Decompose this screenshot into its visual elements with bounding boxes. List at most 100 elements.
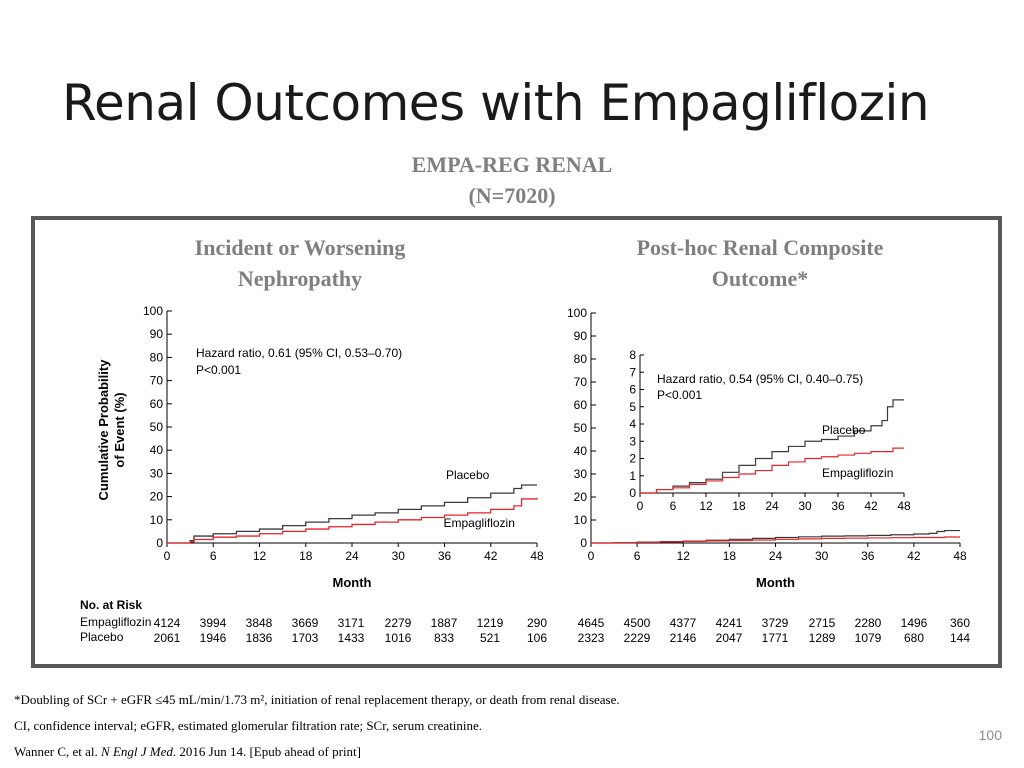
risk-cell-right-placebo: 680 [903, 631, 925, 645]
left-x-tick-label: 12 [253, 549, 267, 563]
right-series-empagliflozin [591, 536, 960, 544]
risk-cell-left-empagliflozin: 3994 [199, 616, 227, 630]
inset-y-tick-label: 5 [629, 400, 636, 414]
right-y-tick-label: 60 [574, 398, 588, 412]
study-size: (N=7020) [468, 183, 556, 208]
right-y-tick-label: 100 [567, 306, 587, 320]
inset-y-tick-label: 0 [629, 486, 636, 500]
risk-cell-left-empagliflozin: 2279 [384, 616, 412, 630]
left-legend-placebo: Placebo [446, 468, 490, 482]
risk-cell-left-placebo: 1433 [337, 631, 365, 645]
right-x-tick-label: 48 [953, 549, 967, 563]
inset-y-tick-label: 7 [629, 365, 636, 379]
right-x-tick-label: 42 [907, 549, 921, 563]
left-y-tick-label: 50 [150, 420, 164, 434]
left-x-axis-label: Month [333, 575, 372, 590]
risk-cell-right-placebo: 1289 [808, 631, 836, 645]
right-x-tick-label: 0 [588, 549, 595, 563]
right-x-tick-label: 30 [815, 549, 829, 563]
risk-cell-left-placebo: 2061 [153, 631, 181, 645]
left-x-tick-label: 30 [392, 549, 406, 563]
right-legend-empagliflozin: Empagliflozin [822, 466, 893, 480]
inset-x-tick-label: 36 [831, 499, 845, 513]
slide-title: Renal Outcomes with Empagliflozin [62, 74, 930, 132]
left-y-tick-label: 10 [150, 513, 164, 527]
inset-y-tick-label: 8 [629, 348, 636, 362]
inset-y-tick-label: 4 [629, 417, 636, 431]
right-y-tick-label: 70 [574, 375, 588, 389]
left-y-tick-label: 70 [150, 374, 164, 388]
right-y-tick-label: 0 [580, 536, 587, 550]
risk-label-empagliflozin: Empagliflozin [80, 615, 152, 629]
right-panel-title-text: Post-hoc Renal Composite Outcome* [636, 235, 884, 291]
risk-cell-right-empagliflozin: 2715 [808, 616, 836, 630]
inset-x-tick-label: 12 [699, 499, 713, 513]
left-y-tick-label: 100 [143, 304, 163, 318]
left-y-tick-label: 40 [150, 443, 164, 457]
inset-x-tick-label: 0 [637, 499, 644, 513]
inset-x-tick-label: 48 [897, 499, 911, 513]
right-panel-title: Post-hoc Renal Composite Outcome* [610, 232, 910, 294]
risk-cell-left-placebo: 833 [433, 631, 455, 645]
left-y-tick-label: 30 [150, 466, 164, 480]
risk-cell-right-empagliflozin: 4241 [715, 616, 743, 630]
left-series-placebo [167, 484, 537, 544]
risk-cell-left-placebo: 1016 [384, 631, 412, 645]
reference-authors: Wanner C, et al. [14, 744, 102, 759]
risk-cell-left-empagliflozin: 3848 [245, 616, 273, 630]
inset-y-tick-label: 3 [629, 434, 636, 448]
inset-x-tick-label: 42 [864, 499, 878, 513]
risk-cell-right-placebo: 144 [949, 631, 971, 645]
right-x-tick-label: 18 [723, 549, 737, 563]
risk-cell-left-placebo: 106 [526, 631, 548, 645]
left-y-tick-label: 80 [150, 350, 164, 364]
inset-y-tick-label: 2 [629, 452, 636, 466]
right-y-tick-label: 90 [574, 329, 588, 343]
risk-cell-right-empagliflozin: 3729 [761, 616, 789, 630]
right-hazard-ratio: Hazard ratio, 0.54 (95% CI, 0.40–0.75) [657, 372, 863, 386]
inset-x-tick-label: 24 [765, 499, 779, 513]
risk-cell-left-placebo: 1946 [199, 631, 227, 645]
inset-x-tick-label: 6 [670, 499, 677, 513]
inset-x-tick-label: 30 [798, 499, 812, 513]
left-x-tick-label: 42 [484, 549, 498, 563]
page-number: 100 [978, 727, 1002, 743]
risk-label-placebo: Placebo [80, 630, 124, 644]
risk-cell-right-placebo: 1771 [761, 631, 789, 645]
left-x-tick-label: 0 [164, 549, 171, 563]
right-x-tick-label: 6 [634, 549, 641, 563]
risk-cell-right-empagliflozin: 1496 [900, 616, 928, 630]
study-name: EMPA-REG RENAL [411, 152, 613, 177]
left-y-tick-label: 90 [150, 327, 164, 341]
right-series-placebo [591, 529, 960, 544]
risk-cell-left-placebo: 1703 [291, 631, 319, 645]
risk-cell-left-empagliflozin: 4124 [153, 616, 181, 630]
risk-cell-right-placebo: 2229 [623, 631, 651, 645]
inset-series-placebo [640, 399, 904, 494]
left-x-tick-label: 24 [345, 549, 359, 563]
left-legend-empagliflozin: Empagliflozin [444, 516, 515, 530]
risk-cell-right-empagliflozin: 4500 [623, 616, 651, 630]
left-y-tick-label: 0 [156, 536, 163, 550]
footnote-reference: Wanner C, et al. N Engl J Med. 2016 Jun … [14, 744, 361, 760]
left-x-tick-label: 36 [438, 549, 452, 563]
left-x-tick-label: 6 [210, 549, 217, 563]
risk-cell-left-empagliflozin: 3669 [291, 616, 319, 630]
left-hazard-ratio: Hazard ratio, 0.61 (95% CI, 0.53–0.70) [196, 346, 402, 360]
risk-table-title: No. at Risk [80, 598, 143, 612]
risk-cell-right-placebo: 1079 [854, 631, 882, 645]
left-y-tick-label: 60 [150, 397, 164, 411]
left-panel-title-text: Incident or Worsening Nephropathy [194, 235, 406, 291]
risk-cell-right-empagliflozin: 360 [949, 616, 971, 630]
charts-panel [31, 216, 1002, 668]
reference-journal: N Engl J Med [101, 744, 173, 759]
right-y-tick-label: 80 [574, 352, 588, 366]
right-x-tick-label: 36 [861, 549, 875, 563]
inset-series-empagliflozin [640, 447, 904, 494]
risk-cell-right-empagliflozin: 4645 [577, 616, 605, 630]
risk-cell-right-placebo: 2047 [715, 631, 743, 645]
risk-cell-right-empagliflozin: 2280 [854, 616, 882, 630]
risk-cell-left-empagliflozin: 1219 [476, 616, 504, 630]
right-y-tick-label: 40 [574, 444, 588, 458]
